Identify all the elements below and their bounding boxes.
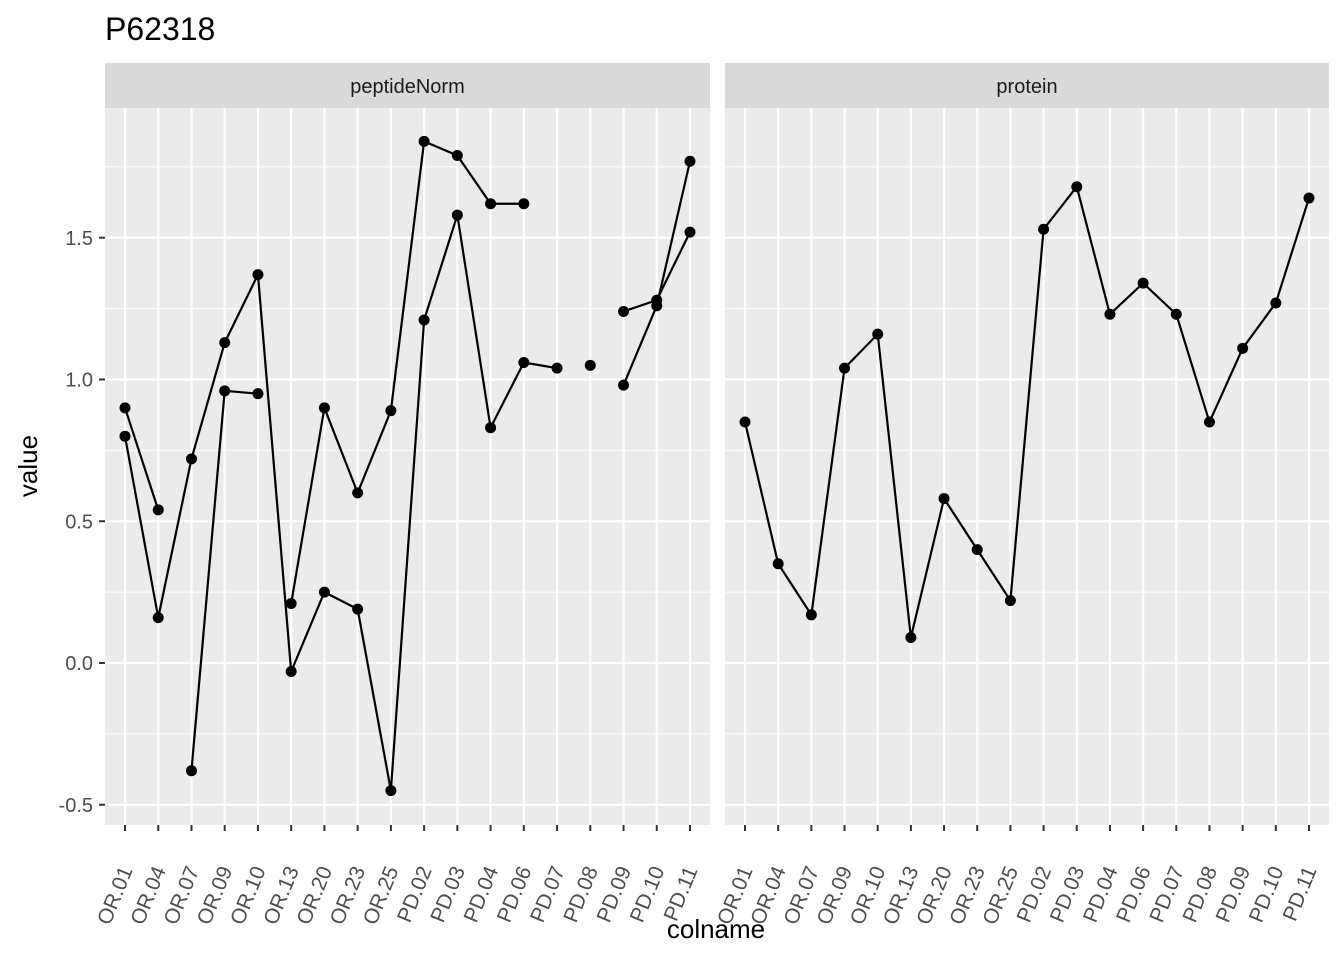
data-point — [152, 504, 164, 516]
data-point — [485, 422, 497, 434]
data-point — [618, 379, 630, 391]
data-point — [1203, 416, 1215, 428]
series-line — [290, 139, 524, 604]
series-line — [123, 407, 160, 511]
data-point — [152, 612, 164, 624]
series-1 — [739, 181, 1315, 643]
data-point — [684, 226, 696, 238]
series-2 — [119, 155, 696, 797]
data-point — [318, 402, 330, 414]
data-point — [485, 198, 497, 210]
panel-background — [725, 108, 1329, 825]
data-point — [1071, 181, 1083, 193]
data-point — [252, 388, 264, 400]
data-point — [805, 609, 817, 621]
data-point — [1237, 342, 1249, 354]
series-1 — [119, 135, 696, 609]
data-point — [352, 487, 364, 499]
data-point — [418, 135, 430, 147]
series-3 — [185, 359, 596, 777]
data-point — [618, 305, 630, 317]
facet-strip-label: peptideNorm — [350, 76, 465, 98]
data-point — [385, 785, 397, 797]
y-tick-label: -0.5 — [59, 795, 93, 817]
data-point — [385, 405, 397, 417]
data-point — [1137, 277, 1149, 289]
data-point — [285, 597, 297, 609]
data-point — [1170, 308, 1182, 320]
data-point — [551, 362, 563, 374]
data-point — [1104, 308, 1116, 320]
data-point — [905, 631, 917, 643]
data-point — [518, 198, 530, 210]
data-point — [219, 385, 231, 397]
data-point — [418, 314, 430, 326]
data-point — [318, 586, 330, 598]
y-axis-label: value — [13, 435, 43, 497]
y-tick-label: 1.0 — [65, 370, 93, 392]
data-point — [971, 544, 983, 556]
y-tick-label: 1.5 — [65, 228, 93, 250]
data-point — [1004, 595, 1016, 607]
data-point — [772, 558, 784, 570]
data-point — [352, 603, 364, 615]
facet-strip — [725, 63, 1329, 108]
y-tick-label: 0.5 — [65, 511, 93, 533]
data-point — [185, 765, 197, 777]
data-point — [651, 300, 663, 312]
data-point — [451, 209, 463, 221]
data-point — [518, 356, 530, 368]
data-point — [1270, 297, 1282, 309]
facet-panel-protein: proteinOR.01OR.04OR.07OR.09OR.10OR.13OR.… — [713, 63, 1329, 928]
y-axis: -0.5 0.0 0.5 1.0 1.5 — [59, 228, 105, 817]
series-line — [123, 214, 558, 791]
facet-strip — [105, 63, 710, 108]
series-line — [743, 184, 1311, 638]
facet-strip-label: protein — [996, 76, 1057, 98]
panel-background — [105, 108, 710, 825]
data-point — [285, 666, 297, 678]
x-axis-label: colname — [667, 914, 765, 944]
data-point — [684, 155, 696, 167]
facet-panel-peptideNorm: peptideNormOR.01OR.04OR.07OR.09OR.10OR.1… — [93, 63, 710, 928]
data-point — [1303, 192, 1315, 204]
data-point — [119, 430, 131, 442]
data-point — [584, 359, 596, 371]
data-point — [938, 493, 950, 505]
data-point — [119, 402, 131, 414]
data-point — [185, 453, 197, 465]
data-point — [252, 269, 264, 281]
facet-panels: peptideNormOR.01OR.04OR.07OR.09OR.10OR.1… — [93, 63, 1329, 928]
y-tick-label: 0.0 — [65, 653, 93, 675]
data-point — [451, 150, 463, 162]
data-point — [739, 416, 751, 428]
data-point — [1038, 223, 1050, 235]
chart-title: P62318 — [105, 11, 215, 47]
data-point — [219, 337, 231, 349]
data-point — [872, 328, 884, 340]
data-point — [839, 362, 851, 374]
